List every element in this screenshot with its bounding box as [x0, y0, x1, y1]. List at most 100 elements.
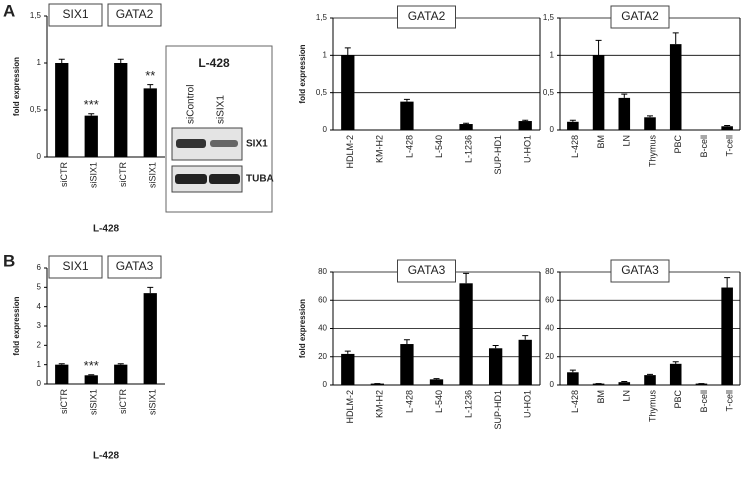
y-tick-label: 1 — [37, 58, 42, 67]
bar — [459, 283, 473, 385]
x-tick-label: LN — [622, 390, 632, 402]
y-tick-label: 0 — [550, 380, 555, 389]
x-tick-label: KM-H2 — [375, 135, 385, 163]
significance: *** — [84, 97, 99, 112]
x-axis-label: L-428 — [93, 451, 120, 462]
error-bar — [147, 84, 154, 89]
y-tick-label: 60 — [545, 295, 554, 304]
error-bar — [647, 373, 653, 376]
bar — [143, 293, 157, 384]
x-tick-label: U-HO1 — [523, 390, 533, 418]
x-tick-label: L-428 — [570, 135, 580, 158]
title-box — [610, 259, 670, 283]
x-tick-label: siCTR — [118, 389, 128, 414]
x-tick-label: T-cell — [725, 390, 735, 412]
x-tick-label: PBC — [673, 135, 683, 154]
bar — [618, 382, 631, 385]
x-tick-label: siCTR — [118, 162, 128, 187]
x-tick-label: T-cell — [725, 135, 735, 157]
chart-title: GATA2 — [116, 7, 154, 21]
x-tick-label: SUP-HD1 — [493, 135, 503, 175]
error-bar — [433, 378, 440, 380]
error-bar — [463, 122, 470, 125]
y-tick-label: 0,5 — [316, 88, 328, 97]
y-axis-label: fold expression — [12, 296, 21, 355]
bar — [341, 55, 355, 131]
y-tick-label: 1,5 — [543, 13, 555, 22]
error-bar — [621, 93, 628, 98]
y-tick-label: 20 — [545, 352, 554, 361]
bar — [518, 121, 532, 130]
error-bar — [724, 277, 731, 288]
bar — [341, 353, 355, 385]
y-tick-label: 0,5 — [543, 88, 555, 97]
bar — [370, 383, 385, 385]
x-tick-label: siCTR — [59, 389, 69, 414]
x-tick-label: LN — [622, 135, 632, 147]
error-bar — [403, 98, 410, 102]
y-tick-label: 20 — [318, 352, 327, 361]
y-tick-label: 40 — [318, 324, 327, 333]
y-axis-label: fold expression — [12, 57, 21, 116]
error-bar — [344, 47, 351, 56]
x-tick-label: siSIX1 — [89, 162, 99, 188]
error-bar — [344, 350, 351, 354]
bar — [592, 383, 605, 385]
x-tick-label: U-HO1 — [523, 135, 533, 163]
bar — [721, 126, 733, 130]
title-box — [107, 3, 162, 27]
x-tick-label: L-428 — [404, 390, 414, 413]
panel-label: A — [3, 1, 15, 20]
error-bar — [621, 380, 628, 383]
y-tick-label: 5 — [37, 282, 42, 291]
panel-label: B — [3, 251, 15, 270]
error-bar — [88, 374, 95, 376]
band — [176, 139, 206, 148]
bar — [459, 124, 473, 130]
y-tick-label: 40 — [545, 324, 554, 333]
y-tick-label: 0 — [323, 125, 328, 134]
error-bar — [647, 115, 653, 118]
x-tick-label: B-cell — [699, 390, 709, 413]
bar — [669, 44, 682, 131]
band — [175, 174, 207, 184]
error-bar — [463, 272, 470, 284]
chart-title: GATA3 — [408, 263, 446, 277]
bar — [84, 375, 98, 384]
x-tick-label: BM — [596, 135, 606, 149]
y-tick-label: 80 — [318, 267, 327, 276]
y-tick-label: 1 — [550, 50, 555, 59]
y-tick-label: 60 — [318, 295, 327, 304]
chart-title: SIX1 — [62, 7, 88, 21]
y-axis-label: fold expression — [298, 299, 307, 358]
y-tick-label: 0 — [37, 152, 42, 161]
y-tick-label: 1,5 — [30, 11, 42, 20]
y-tick-label: 80 — [545, 267, 554, 276]
bar — [114, 63, 128, 157]
x-tick-label: L-1236 — [463, 135, 473, 163]
title-box — [397, 259, 456, 283]
significance: ** — [145, 68, 155, 83]
y-tick-label: 1,5 — [316, 13, 328, 22]
x-tick-label: siSIX1 — [148, 162, 158, 188]
bar — [567, 121, 579, 130]
error-bar — [492, 344, 499, 349]
error-bar — [88, 113, 95, 116]
chart-title: GATA3 — [116, 259, 154, 273]
error-bar — [672, 32, 679, 45]
error-bar — [724, 125, 731, 127]
x-tick-label: SUP-HD1 — [493, 390, 503, 430]
bar — [721, 287, 733, 385]
bar — [592, 55, 605, 131]
error-bar — [117, 58, 124, 63]
x-axis-label: L-428 — [93, 224, 120, 235]
x-tick-label: HDLM-2 — [345, 135, 355, 169]
y-tick-label: 0 — [550, 125, 555, 134]
bar — [400, 344, 414, 385]
row-label: TUBA — [246, 174, 274, 185]
error-bar — [403, 339, 410, 345]
significance: *** — [84, 358, 99, 373]
y-tick-label: 0 — [323, 380, 328, 389]
y-tick-label: 2 — [37, 340, 42, 349]
